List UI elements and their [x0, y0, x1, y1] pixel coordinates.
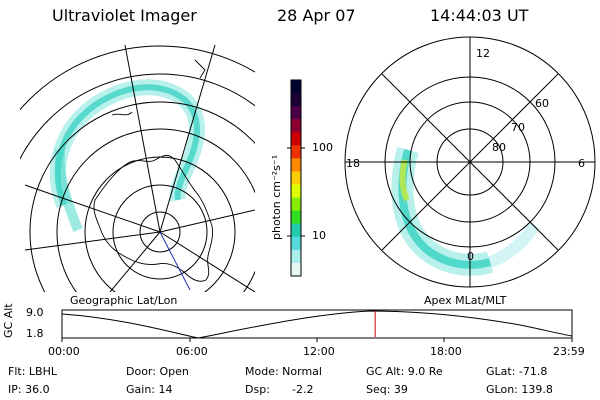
geo-panel-label: Geographic Lat/Lon: [70, 294, 178, 307]
timeline-y-label: GC Alt: [2, 303, 15, 338]
mlat-label-60: 60: [535, 97, 549, 110]
gc-alt-curve: [61, 310, 573, 339]
gc-alt-status: GC Alt: 9.0 Re: [366, 365, 443, 378]
dsp-status: Dsp:: [245, 383, 270, 396]
colorbar-swatch: [291, 249, 301, 264]
apex-polar-plot: [344, 36, 596, 288]
colorbar-swatch: [291, 223, 301, 238]
mlt-label-18: 18: [346, 157, 360, 170]
mlat-label-70: 70: [511, 121, 525, 134]
colorbar-swatch: [291, 236, 301, 251]
colorbar-ticks: [287, 147, 305, 237]
geographic-map: [20, 44, 255, 292]
timeline-x-tick-4: 23:59: [553, 345, 585, 358]
mode-status: Mode: Normal: [245, 365, 322, 378]
colorbar-tick-10: 10: [312, 229, 326, 242]
colorbar-swatch: [291, 158, 301, 172]
date-label: 28 Apr 07: [277, 6, 356, 25]
colorbar-swatch: [291, 106, 301, 120]
seq-status: Seq: 39: [366, 383, 408, 396]
apex-aurora-oval: [391, 146, 540, 276]
instrument-title: Ultraviolet Imager: [52, 6, 197, 25]
dsp-value: -2.2: [292, 383, 314, 396]
timeline-x-tick-1: 06:00: [176, 345, 208, 358]
colorbar-label: photon cm⁻²s⁻¹: [270, 154, 283, 240]
apex-panel-label: Apex MLat/MLT: [424, 294, 507, 307]
colorbar-swatch: [291, 210, 301, 225]
timeline-x-tick-2: 12:00: [303, 345, 335, 358]
timeline-plot: [61, 309, 573, 342]
colorbar-swatch: [291, 171, 301, 186]
colorbar: [290, 79, 302, 277]
glon-status: GLon: 139.8: [486, 383, 553, 396]
colorbar-swatch: [291, 262, 301, 277]
mlt-label-6: 6: [578, 157, 585, 170]
colorbar-swatch: [291, 119, 301, 133]
colorbar-swatch: [291, 184, 301, 199]
colorbar-swatch: [291, 145, 301, 159]
glat-status: GLat: -71.8: [486, 365, 548, 378]
mlt-label-0: 0: [467, 250, 474, 263]
gain-status: Gain: 14: [126, 383, 173, 396]
geo-latitude-circles: [20, 45, 255, 292]
mlat-label-80: 80: [492, 141, 506, 154]
time-label: 14:44:03 UT: [430, 6, 529, 25]
ip-status: IP: 36.0: [8, 383, 50, 396]
filter-status: Flt: LBHL: [8, 365, 57, 378]
colorbar-swatch: [291, 197, 301, 212]
colorbar-tick-100: 100: [312, 141, 333, 154]
geo-coastline: [93, 154, 213, 282]
colorbar-swatch: [291, 80, 301, 94]
timeline-y-tick-bottom: 1.8: [26, 327, 44, 340]
mlt-label-12: 12: [476, 47, 490, 60]
ground-track: [159, 231, 191, 291]
colorbar-swatch: [291, 93, 301, 107]
door-status: Door: Open: [126, 365, 189, 378]
timeline-y-tick-top: 9.0: [26, 306, 44, 319]
geo-coastline-2: [111, 59, 206, 116]
timeline-x-tick-3: 18:00: [430, 345, 462, 358]
colorbar-swatch: [291, 132, 301, 146]
geo-aurora-oval: [50, 79, 205, 232]
timeline-x-tick-0: 00:00: [48, 345, 80, 358]
colorbar-frame: [290, 79, 302, 277]
